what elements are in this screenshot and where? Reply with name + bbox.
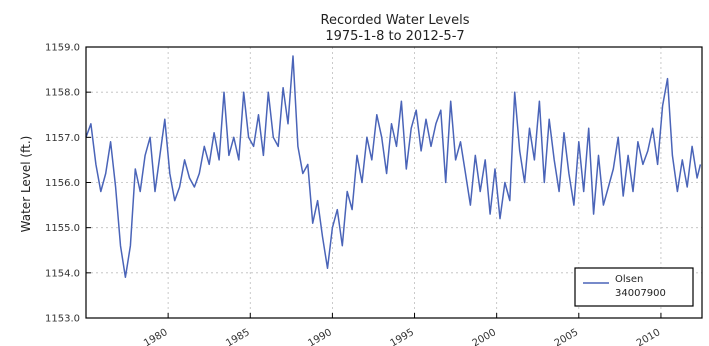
- chart-subtitle: 1975-1-8 to 2012-5-7: [325, 29, 464, 44]
- legend-box: [574, 267, 694, 307]
- y-tick-label: 1157.0: [45, 133, 80, 144]
- y-axis-label: Water Level (ft.): [19, 136, 33, 233]
- series-line: [85, 55, 702, 279]
- y-tick-label: 1155.0: [45, 223, 80, 234]
- chart-title: Recorded Water Levels: [321, 13, 470, 28]
- y-tick-label: 1156.0: [45, 178, 80, 189]
- legend-label-line2: 34007900: [615, 288, 666, 299]
- axes: 1153.0 1154.0 1155.0 1156.0 1157.0 1158.0 1159…: [45, 43, 703, 346]
- y-tick-label: 1154.0: [45, 268, 80, 279]
- y-tick-label: 1159.0: [45, 43, 80, 54]
- legend-label-line1: Olsen: [615, 274, 643, 285]
- y-tick-label: 1158.0: [45, 88, 80, 99]
- y-tick-label: 1153.0: [45, 314, 80, 325]
- legend: Olsen 34007900: [574, 267, 694, 307]
- plot-area: [85, 55, 702, 279]
